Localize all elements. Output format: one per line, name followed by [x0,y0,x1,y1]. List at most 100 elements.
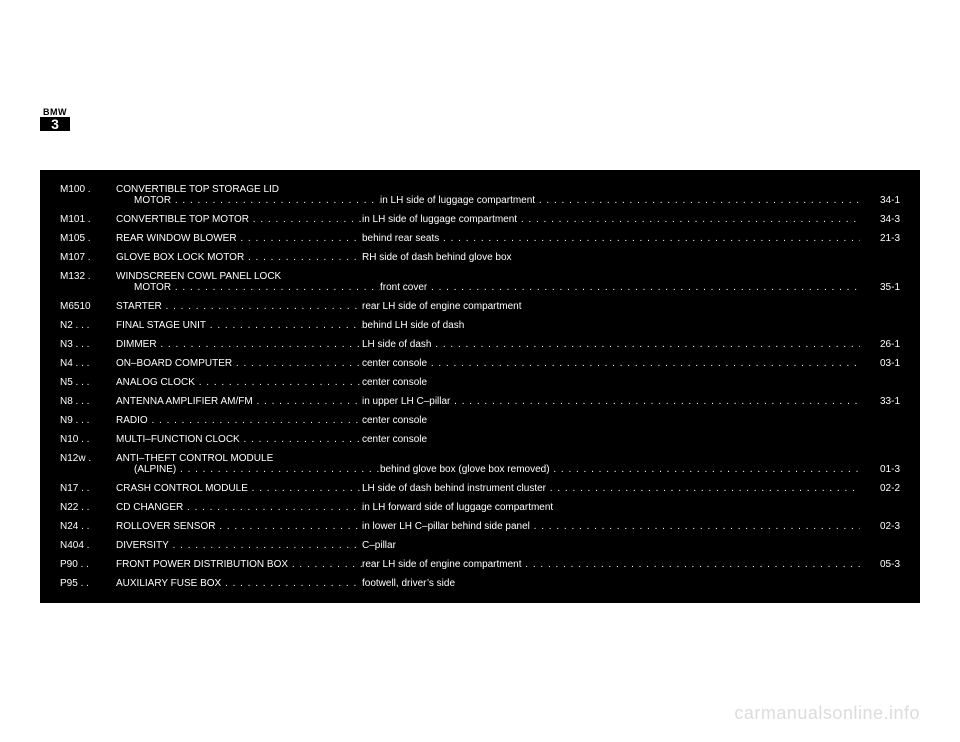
code-cell: N3 . . . [60,339,116,350]
page-ref-cell: 33-1 [860,396,900,407]
component-name: RADIO [116,415,362,426]
logo-text-3: 3 [40,117,70,131]
component-name: AUXILIARY FUSE BOX [116,578,362,589]
location-cell: LH side of dash [362,339,860,350]
location-cell: rear LH side of engine compartment [362,559,860,570]
code-cell: N5 . . . [60,377,116,388]
table-row: N22 . .CD CHANGERin LH forward side of l… [60,502,900,513]
location-cell: footwell, driver’s side [362,578,860,589]
page-ref-cell: 01-3 [860,464,900,475]
code-cell: N404 . [60,540,116,551]
code-cell: M100 . [60,184,116,195]
table-row: N10 . .MULTI–FUNCTION CLOCKcenter consol… [60,434,900,445]
table-row: MOTORfront cover35-1 [60,282,900,293]
table-row: N12w .ANTI–THEFT CONTROL MODULE [60,453,900,464]
component-name: ANTENNA AMPLIFIER AM/FM [116,396,362,407]
location-cell: in LH forward side of luggage compartmen… [362,502,860,513]
table-row: P90 . .FRONT POWER DISTRIBUTION BOXrear … [60,559,900,570]
location-cell: behind glove box (glove box removed) [380,464,860,475]
code-cell: N24 . . [60,521,116,532]
component-name: DIVERSITY [116,540,362,551]
component-name: CD CHANGER [116,502,362,513]
code-cell: N8 . . . [60,396,116,407]
code-cell: N2 . . . [60,320,116,331]
code-cell: M107 . [60,252,116,263]
page-ref-cell: 21-3 [860,233,900,244]
component-name-line2: MOTOR [116,195,380,206]
table-row: N17 . .CRASH CONTROL MODULELH side of da… [60,483,900,494]
location-cell: center console [362,358,860,369]
page-ref-cell: 05-3 [860,559,900,570]
location-cell: RH side of dash behind glove box [362,252,860,263]
code-cell: N10 . . [60,434,116,445]
table-row: N4 . . .ON–BOARD COMPUTERcenter console0… [60,358,900,369]
component-name: FINAL STAGE UNIT [116,320,362,331]
component-name: GLOVE BOX LOCK MOTOR [116,252,362,263]
component-name: MULTI–FUNCTION CLOCK [116,434,362,445]
code-cell: N22 . . [60,502,116,513]
page-ref-cell: 35-1 [860,282,900,293]
component-name: REAR WINDOW BLOWER [116,233,362,244]
table-row: M101 .CONVERTIBLE TOP MOTORin LH side of… [60,214,900,225]
component-name: ROLLOVER SENSOR [116,521,362,532]
code-cell: M6510 [60,301,116,312]
component-name: CONVERTIBLE TOP MOTOR [116,214,362,225]
page-ref-cell: 26-1 [860,339,900,350]
page-ref-cell: 34-3 [860,214,900,225]
component-name: WINDSCREEN COWL PANEL LOCK [116,271,362,282]
location-cell: rear LH side of engine compartment [362,301,860,312]
component-name: DIMMER [116,339,362,350]
component-index-table: M100 .CONVERTIBLE TOP STORAGE LIDMOTORin… [40,170,920,603]
table-row: M132 .WINDSCREEN COWL PANEL LOCK [60,271,900,282]
table-row: N24 . .ROLLOVER SENSORin lower LH C–pill… [60,521,900,532]
component-name: FRONT POWER DISTRIBUTION BOX [116,559,362,570]
location-cell: center console [362,415,860,426]
table-row: P95 . .AUXILIARY FUSE BOXfootwell, drive… [60,578,900,589]
page-ref-cell: 02-3 [860,521,900,532]
code-cell: P90 . . [60,559,116,570]
component-name: ON–BOARD COMPUTER [116,358,362,369]
code-cell: N17 . . [60,483,116,494]
component-name: ANTI–THEFT CONTROL MODULE [116,453,362,464]
code-cell: P95 . . [60,578,116,589]
code-cell: M105 . [60,233,116,244]
table-row: (ALPINE)behind glove box (glove box remo… [60,464,900,475]
table-row: N2 . . .FINAL STAGE UNITbehind LH side o… [60,320,900,331]
page-ref-cell: 03-1 [860,358,900,369]
page: BMW 3 M100 .CONVERTIBLE TOP STORAGE LIDM… [0,0,960,742]
location-cell: center console [362,434,860,445]
code-cell: N12w . [60,453,116,464]
component-name: STARTER [116,301,362,312]
location-cell: front cover [380,282,860,293]
table-row: MOTORin LH side of luggage compartment34… [60,195,900,206]
table-row: M100 .CONVERTIBLE TOP STORAGE LID [60,184,900,195]
location-cell: LH side of dash behind instrument cluste… [362,483,860,494]
location-cell: in LH side of luggage compartment [380,195,860,206]
location-cell: in LH side of luggage compartment [362,214,860,225]
code-cell: N4 . . . [60,358,116,369]
table-row: N404 .DIVERSITYC–pillar [60,540,900,551]
table-row: M105 .REAR WINDOW BLOWERbehind rear seat… [60,233,900,244]
page-ref-cell: 34-1 [860,195,900,206]
table-row: N5 . . .ANALOG CLOCKcenter console [60,377,900,388]
component-name-line2: MOTOR [116,282,380,293]
location-cell: C–pillar [362,540,860,551]
location-cell: behind LH side of dash [362,320,860,331]
component-name: CONVERTIBLE TOP STORAGE LID [116,184,362,195]
location-cell: in lower LH C–pillar behind side panel [362,521,860,532]
component-name: ANALOG CLOCK [116,377,362,388]
table-row: N3 . . .DIMMERLH side of dash26-1 [60,339,900,350]
table-row: N8 . . .ANTENNA AMPLIFIER AM/FMin upper … [60,396,900,407]
watermark-text: carmanualsonline.info [734,703,920,724]
code-cell: M101 . [60,214,116,225]
location-cell: center console [362,377,860,388]
table-row: M6510STARTERrear LH side of engine compa… [60,301,900,312]
page-ref-cell: 02-2 [860,483,900,494]
component-name-line2: (ALPINE) [116,464,380,475]
location-cell: in upper LH C–pillar [362,396,860,407]
table-row: M107 .GLOVE BOX LOCK MOTORRH side of das… [60,252,900,263]
code-cell: M132 . [60,271,116,282]
table-row: N9 . . .RADIOcenter console [60,415,900,426]
component-name: CRASH CONTROL MODULE [116,483,362,494]
location-cell: behind rear seats [362,233,860,244]
